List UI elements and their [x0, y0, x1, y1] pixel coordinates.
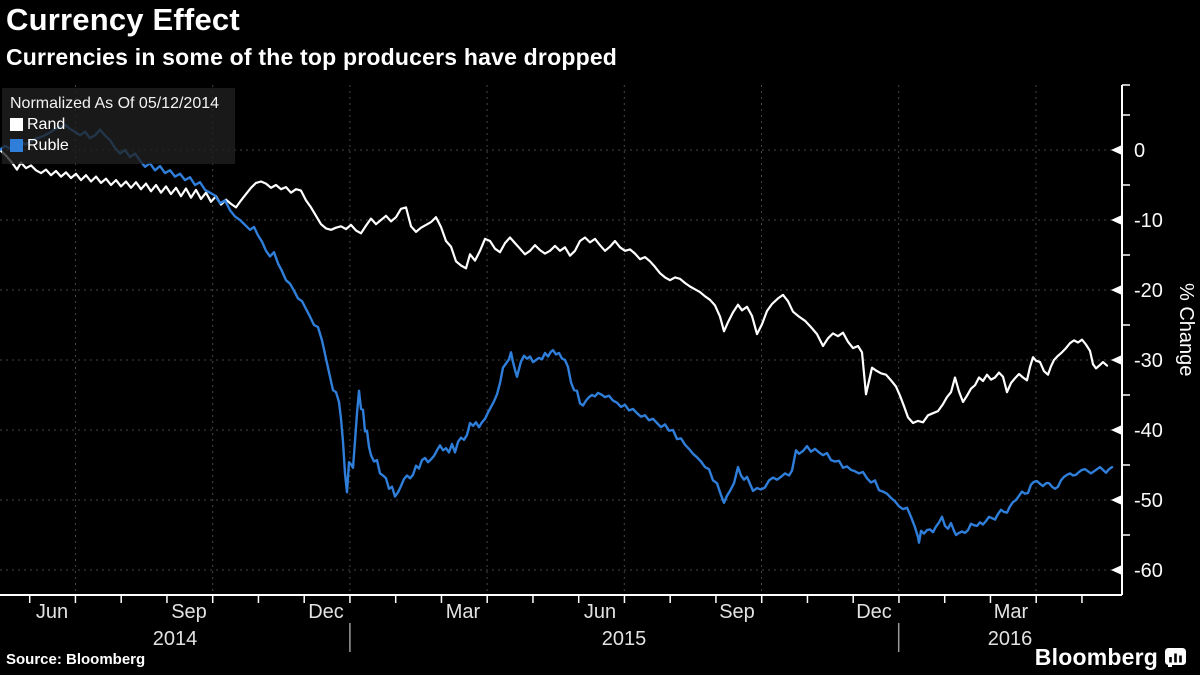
y-major-tick-arrow: [1111, 145, 1122, 155]
series-rand-line: [0, 148, 1109, 425]
page-subtitle: Currencies in some of the top producers …: [6, 44, 618, 70]
y-tick-label: 0: [1134, 140, 1145, 162]
x-month-label: Jun: [36, 601, 68, 623]
x-month-label: Mar: [994, 601, 1029, 623]
legend-item-rand: Rand: [10, 114, 219, 135]
x-year-label: 2016: [988, 628, 1033, 650]
y-axis-title: % Change: [1175, 283, 1197, 377]
legend-label-rand: Rand: [27, 115, 66, 133]
source-attribution: Source: Bloomberg: [6, 651, 146, 668]
legend-note: Normalized As Of 05/12/2014: [10, 95, 220, 112]
legend: Normalized As Of 05/12/2014 Rand Ruble: [2, 88, 236, 164]
legend-item-ruble: Ruble: [10, 135, 219, 156]
page-title: Currency Effect: [6, 2, 240, 37]
y-major-tick-arrow: [1111, 565, 1122, 575]
y-major-tick-arrow: [1111, 495, 1122, 505]
y-tick-label: -60: [1134, 560, 1163, 582]
x-month-label: Sep: [171, 601, 207, 623]
y-tick-label: -40: [1134, 420, 1163, 442]
y-tick-label: -10: [1134, 210, 1163, 232]
bloomberg-terminal-icon: [1165, 648, 1186, 667]
bloomberg-logo-text: Bloomberg: [1034, 644, 1158, 670]
y-major-tick-arrow: [1111, 425, 1122, 435]
x-month-label: Dec: [308, 601, 344, 623]
x-year-label: 2015: [602, 628, 647, 650]
series-ruble-line: [0, 123, 1114, 544]
rand-swatch-icon: [10, 118, 23, 131]
y-major-tick-arrow: [1111, 215, 1122, 225]
y-tick-label: -20: [1134, 280, 1163, 302]
y-tick-label: -50: [1134, 490, 1163, 512]
x-month-label: Sep: [719, 601, 755, 623]
bloomberg-logo: Bloomberg: [1035, 644, 1186, 671]
y-major-tick-arrow: [1111, 285, 1122, 295]
legend-label-ruble: Ruble: [27, 136, 69, 154]
y-tick-label: -30: [1134, 350, 1163, 372]
x-month-label: Jun: [584, 601, 616, 623]
x-month-label: Mar: [446, 601, 481, 623]
x-year-label: 2014: [153, 628, 198, 650]
ruble-swatch-icon: [10, 139, 23, 152]
x-month-label: Dec: [856, 601, 892, 623]
y-major-tick-arrow: [1111, 355, 1122, 365]
